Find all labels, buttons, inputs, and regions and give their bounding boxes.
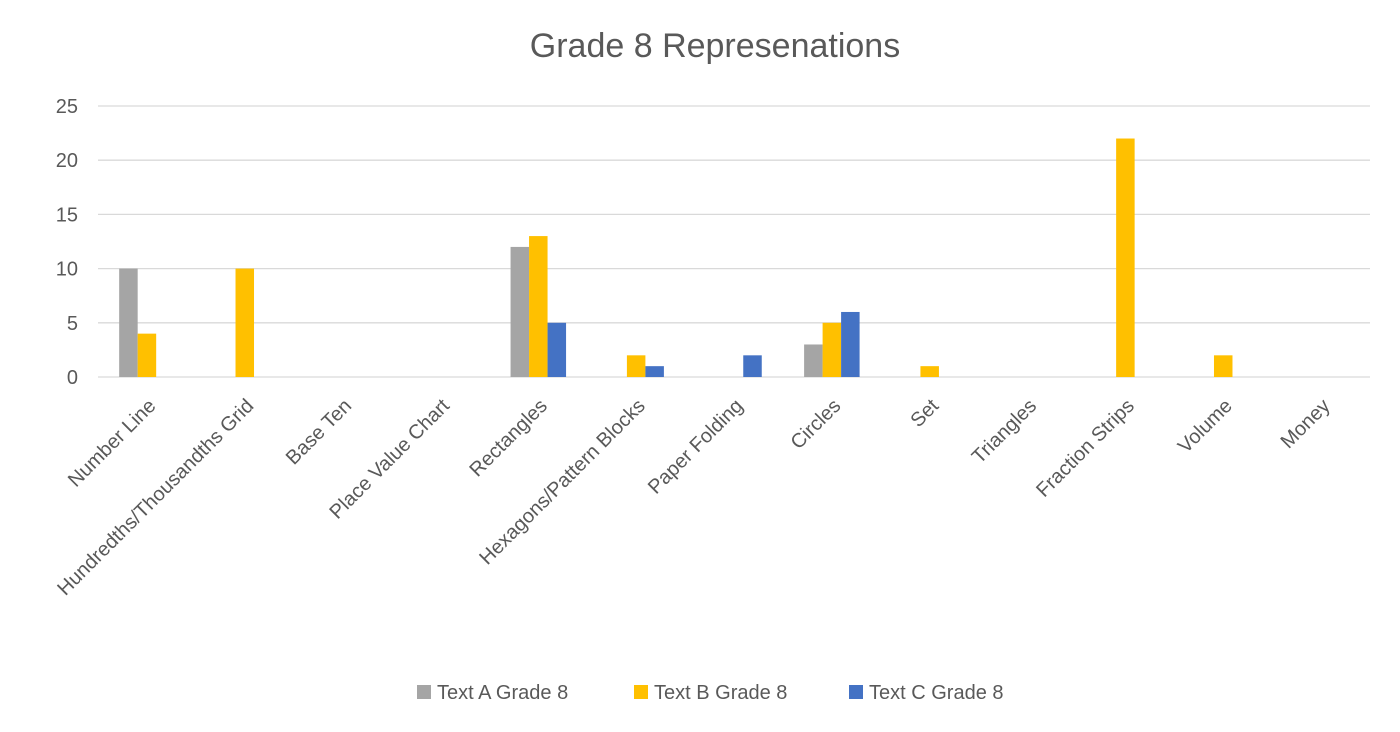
bar-text-a-grade-8-circles (804, 344, 823, 377)
x-tick-label: Money (1277, 395, 1335, 453)
y-axis-ticks: 0 5 10 15 20 25 (56, 96, 78, 389)
x-tick-label: Hundredths/Thousandths Grid (53, 395, 258, 600)
legend-swatch-text-b-grade-8 (634, 685, 648, 699)
bar-text-b-grade-8-circles (822, 322, 842, 377)
y-tick-label: 20 (56, 150, 78, 172)
bar-text-c-grade-8-hexagons-pattern-blocks (645, 366, 664, 377)
bar-text-a-grade-8-rectangles (510, 246, 530, 377)
y-tick-label: 0 (67, 367, 78, 389)
legend-label-text-a-grade-8: Text A Grade 8 (437, 682, 568, 704)
legend-swatch-text-a-grade-8 (417, 685, 431, 699)
x-tick-label: Circles (787, 395, 846, 454)
legend-label-text-c-grade-8: Text C Grade 8 (869, 682, 1004, 704)
x-tick-label: Paper Folding (644, 395, 748, 499)
x-tick-label: Number Line (64, 395, 161, 492)
bar-text-c-grade-8-rectangles (547, 322, 567, 377)
y-tick-label: 5 (67, 313, 78, 335)
bar-text-b-grade-8-fraction-strips (1116, 138, 1135, 377)
y-tick-label: 10 (56, 259, 78, 281)
bar-text-b-grade-8-volume (1213, 355, 1233, 377)
bar-text-b-grade-8-rectangles (529, 236, 548, 377)
bar-text-c-grade-8-paper-folding (743, 355, 762, 377)
x-tick-label: Triangles (968, 395, 1041, 468)
x-tick-label: Volume (1174, 395, 1237, 458)
legend-label-text-b-grade-8: Text B Grade 8 (654, 682, 787, 704)
bar-text-b-grade-8-set (920, 366, 939, 377)
bar-text-b-grade-8-hundredths-thousandths-grid (235, 268, 255, 377)
legend: Text A Grade 8 Text B Grade 8 Text C Grade… (417, 682, 1004, 704)
bar-text-b-grade-8-hexagons-pattern-blocks (626, 355, 646, 377)
x-tick-label: Fraction Strips (1032, 395, 1139, 502)
x-tick-label: Base Ten (282, 395, 356, 469)
x-tick-label: Set (906, 395, 943, 432)
y-tick-label: 15 (56, 204, 78, 226)
legend-swatch-text-c-grade-8 (849, 685, 863, 699)
x-tick-label: Hexagons/Pattern Blocks (475, 395, 649, 569)
chart-title: Grade 8 Represenations (530, 27, 900, 65)
bar-text-a-grade-8-number-line (119, 268, 138, 377)
y-tick-label: 25 (56, 96, 78, 118)
gridlines (98, 105, 1370, 378)
bars (119, 138, 1233, 377)
x-tick-label: Rectangles (466, 395, 552, 481)
bar-text-c-grade-8-circles (841, 311, 860, 377)
bar-text-b-grade-8-number-line (137, 333, 157, 377)
